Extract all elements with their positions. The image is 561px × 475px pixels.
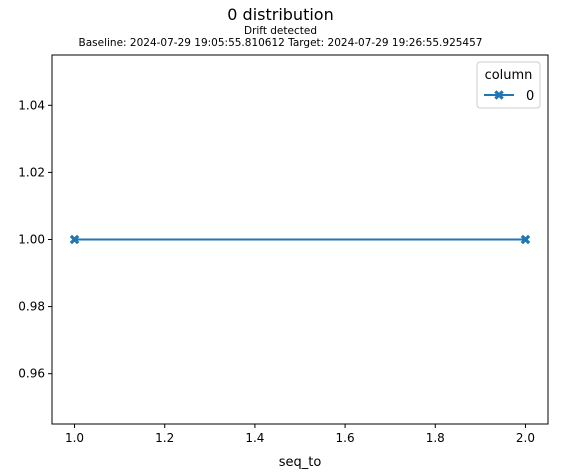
data-point-marker <box>520 234 531 245</box>
chart-subtitle-status: Drift detected <box>243 25 317 37</box>
x-tick-label: 1.2 <box>155 431 174 445</box>
x-tick-label: 1.4 <box>245 431 264 445</box>
chart-title: 0 distribution <box>227 5 334 24</box>
y-tick-label: 1.04 <box>18 98 45 112</box>
x-tick-label: 1.0 <box>65 431 84 445</box>
chart-subtitle-timestamps: Baseline: 2024-07-29 19:05:55.810612 Tar… <box>78 37 483 49</box>
x-tick-label: 1.6 <box>336 431 355 445</box>
legend-box <box>476 61 541 109</box>
y-tick-label: 1.02 <box>18 165 45 179</box>
y-tick-label: 0.98 <box>18 300 45 314</box>
legend: column 0 <box>476 61 541 109</box>
legend-entry-label: 0 <box>526 89 534 104</box>
x-axis-label: seq_to <box>279 455 322 470</box>
legend-title: column <box>485 68 533 83</box>
y-tick-label: 1.00 <box>18 233 45 247</box>
data-point-marker <box>69 234 80 245</box>
y-tick-label: 0.96 <box>18 367 45 381</box>
x-tick-label: 2.0 <box>516 431 535 445</box>
x-tick-label: 1.8 <box>426 431 445 445</box>
legend-swatch-marker <box>494 90 504 100</box>
